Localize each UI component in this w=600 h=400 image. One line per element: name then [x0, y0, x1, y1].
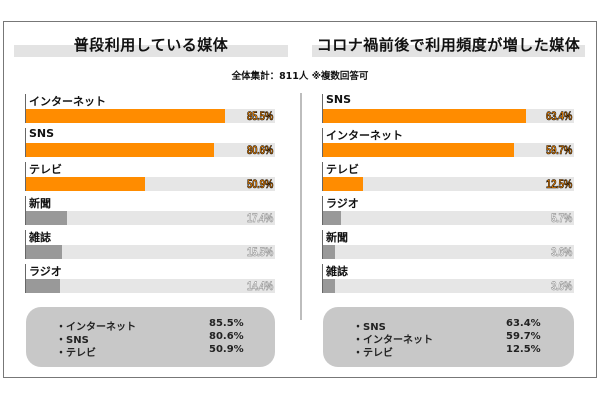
category-label: 雑誌: [29, 231, 51, 244]
bar: [26, 245, 63, 259]
bar: [26, 109, 226, 123]
category-label: SNS: [326, 93, 352, 106]
summary-item-value: 50.9%: [209, 344, 244, 355]
value-label: 50.9%: [246, 177, 274, 192]
summary-item-value: 12.5%: [506, 344, 541, 355]
summary-item-label: ・インターネット: [56, 322, 136, 333]
infographic-frame: [3, 21, 597, 378]
row-axis-tick: [322, 196, 323, 225]
bar-track: [26, 177, 275, 191]
summary-item-value: 59.7%: [506, 331, 541, 342]
row-axis-tick: [25, 162, 26, 191]
category-label: インターネット: [29, 95, 106, 108]
bar: [323, 177, 363, 191]
bar: [26, 211, 67, 225]
category-label: SNS: [29, 127, 55, 140]
bar: [26, 177, 145, 191]
top3-summary-box: [323, 307, 574, 367]
summary-item-label: ・テレビ: [56, 348, 96, 359]
bar-track: [323, 143, 574, 157]
summary-item-label: ・SNS: [353, 322, 386, 333]
bar: [26, 143, 214, 157]
total-respondents-note: 全体集計：811人 ※複数回答可: [231, 71, 369, 82]
bar: [323, 245, 335, 259]
value-label: 5.7%: [551, 211, 573, 226]
category-label: 新聞: [29, 197, 51, 210]
bar-track: [323, 109, 574, 123]
row-axis-tick: [322, 162, 323, 191]
right-title-band: [312, 45, 585, 57]
bar-track: [323, 177, 574, 191]
summary-item-label: ・インターネット: [353, 335, 433, 346]
left-title-band: [14, 45, 288, 57]
summary-item-label: ・テレビ: [353, 348, 393, 359]
bar-track: [26, 211, 275, 225]
bar-track: [323, 245, 574, 259]
bar-track: [26, 109, 275, 123]
summary-item-value: 85.5%: [209, 318, 244, 329]
value-label: 3.6%: [551, 279, 573, 294]
summary-item-value: 80.6%: [209, 331, 244, 342]
bar: [323, 109, 526, 123]
row-axis-tick: [25, 94, 26, 123]
row-axis-tick: [25, 128, 26, 157]
value-label: 15.5%: [246, 245, 274, 260]
row-axis-tick: [25, 196, 26, 225]
bar: [323, 211, 342, 225]
bar-track: [323, 211, 574, 225]
value-label: 59.7%: [545, 143, 573, 158]
value-label: 80.6%: [246, 143, 274, 158]
bar-track: [26, 245, 275, 259]
category-label: 雑誌: [326, 265, 348, 278]
bar: [323, 279, 335, 293]
row-axis-tick: [25, 230, 26, 259]
bar-track: [323, 279, 574, 293]
value-label: 17.4%: [246, 211, 274, 226]
right-chart-title: コロナ禍前後で利用頻度が増した媒体: [316, 36, 581, 54]
bar: [323, 143, 515, 157]
row-axis-tick: [322, 264, 323, 293]
row-axis-tick: [322, 230, 323, 259]
value-label: 63.4%: [545, 109, 573, 124]
value-label: 14.4%: [246, 279, 274, 294]
left-chart-title: 普段利用している媒体: [73, 36, 229, 54]
panel-divider: [300, 93, 302, 320]
category-label: 新聞: [326, 231, 348, 244]
value-label: 12.5%: [545, 177, 573, 192]
row-axis-tick: [322, 94, 323, 123]
row-axis-tick: [25, 264, 26, 293]
summary-item-value: 63.4%: [506, 318, 541, 329]
bar: [26, 279, 60, 293]
row-axis-tick: [322, 128, 323, 157]
category-label: ラジオ: [326, 197, 359, 210]
bar-track: [26, 143, 275, 157]
category-label: テレビ: [326, 163, 359, 176]
summary-item-label: ・SNS: [56, 335, 89, 346]
bar-track: [26, 279, 275, 293]
category-label: インターネット: [326, 129, 403, 142]
category-label: テレビ: [29, 163, 62, 176]
category-label: ラジオ: [29, 265, 62, 278]
value-label: 3.6%: [551, 245, 573, 260]
value-label: 85.5%: [246, 109, 274, 124]
top3-summary-box: [26, 307, 275, 367]
